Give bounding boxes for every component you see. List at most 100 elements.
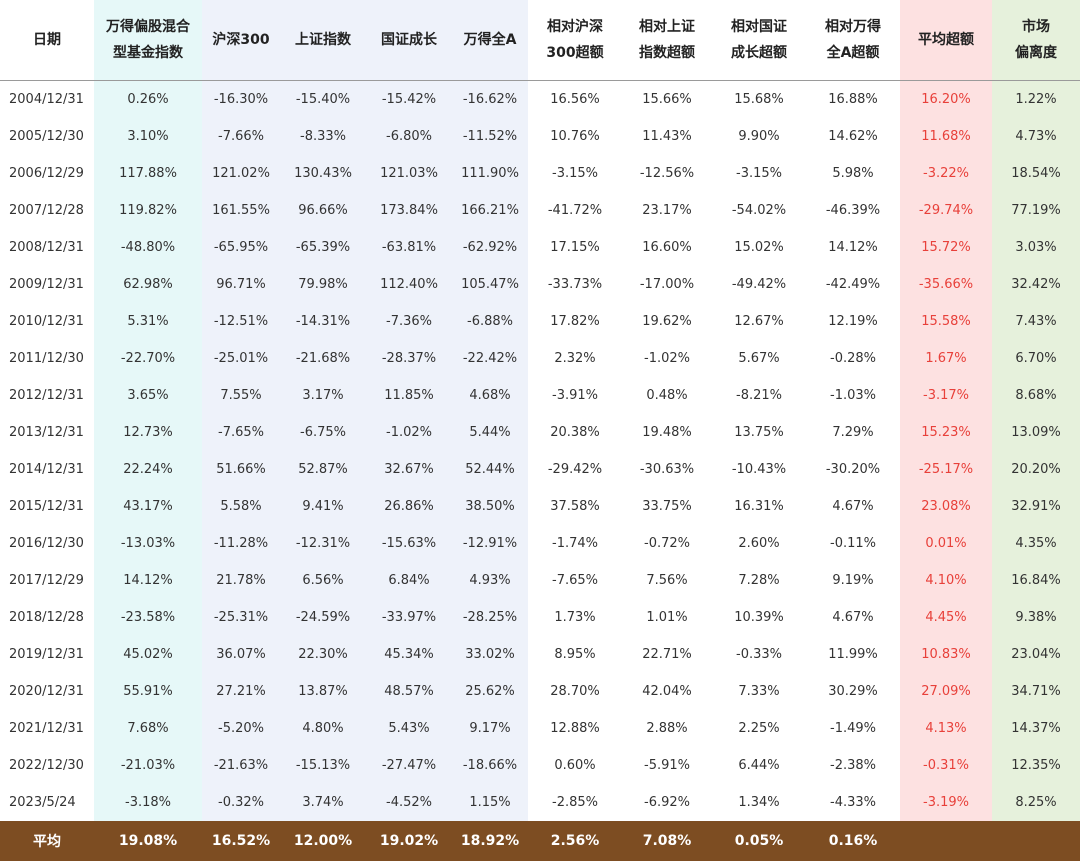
cell-excess-wind-all-a: -0.28%: [830, 351, 876, 366]
cell-market-deviation: 1.22%: [992, 80, 1080, 118]
cell-date: 2006/12/29: [9, 166, 84, 181]
cell-excess-csi300: 10.76%: [550, 129, 600, 144]
header-label: 日期: [33, 32, 61, 48]
cell-date: 2018/12/28: [9, 610, 84, 625]
cell-avg-excess: 4.13%: [900, 710, 992, 747]
cell-csi300: -7.66%: [202, 118, 280, 155]
cell-cn-growth: -1.02%: [366, 414, 452, 451]
cell-wind-all-a: 105.47%: [452, 266, 528, 303]
cell-excess-sse: 19.62%: [642, 314, 692, 329]
cell-fund-index: 55.91%: [94, 673, 202, 710]
cell-cn-growth: -63.81%: [366, 229, 452, 266]
header-excess-wind-all-a: 相对万得 全A超额: [806, 0, 900, 81]
cell-fund-index: -22.70%: [94, 340, 202, 377]
cell-wind-all-a: 5.44%: [452, 414, 528, 451]
cell-fund-index: 45.02%: [94, 636, 202, 673]
cell-excess-cn-growth: -8.21%: [736, 388, 782, 403]
cell-excess-wind-all-a: 9.19%: [832, 573, 874, 588]
cell-excess-wind-all-a: 7.29%: [832, 425, 874, 440]
cell-date: 2011/12/30: [9, 351, 84, 366]
cell-fund-index: 3.65%: [94, 377, 202, 414]
cell-excess-sse: -12.56%: [639, 166, 695, 181]
header-fund-index: 万得偏股混合 型基金指数: [94, 0, 202, 81]
cell-cn-growth: 6.84%: [366, 562, 452, 599]
cell-date: 2013/12/31: [9, 425, 84, 440]
cell-date: 2012/12/31: [9, 388, 84, 403]
cell-sse-index: 6.56%: [280, 562, 366, 599]
header-label: 相对沪深: [547, 19, 603, 35]
cell-csi300: -5.20%: [202, 710, 280, 747]
cell-fund-index: -13.03%: [94, 525, 202, 562]
cell-market-deviation: 32.42%: [992, 266, 1080, 303]
cell-excess-csi300: 17.15%: [550, 240, 600, 255]
total-csi300: 16.52%: [202, 821, 280, 861]
cell-fund-index: 5.31%: [94, 303, 202, 340]
total-fund-index: 19.08%: [94, 821, 202, 861]
cell-excess-sse: 11.43%: [642, 129, 692, 144]
cell-fund-index: 119.82%: [94, 192, 202, 229]
header-label: 全A超额: [826, 45, 880, 61]
header-row: 日期 万得偏股混合 型基金指数 沪深300 上证指数 国证成长 万得全A 相对沪深 300超额相…: [0, 0, 1080, 81]
cell-fund-index: 3.10%: [94, 118, 202, 155]
cell-sse-index: -15.13%: [280, 747, 366, 784]
cell-excess-sse: -1.02%: [644, 351, 690, 366]
cell-excess-cn-growth: 2.60%: [738, 536, 780, 551]
cell-excess-sse: 22.71%: [642, 647, 692, 662]
cell-csi300: -11.28%: [202, 525, 280, 562]
cell-excess-sse: 7.56%: [646, 573, 688, 588]
total-excess-sse: 7.08%: [622, 821, 712, 861]
cell-wind-all-a: 38.50%: [452, 488, 528, 525]
cell-cn-growth: -6.80%: [366, 118, 452, 155]
table-row: 2005/12/30 3.10% -7.66% -8.33% -6.80% -11.52%…: [0, 118, 1080, 155]
cell-date: 2016/12/30: [9, 536, 84, 551]
cell-excess-csi300: 8.95%: [554, 647, 596, 662]
total-excess-wind-all-a: 0.16%: [806, 821, 900, 861]
cell-date: 2014/12/31: [9, 462, 84, 477]
cell-avg-excess: -3.19%: [900, 784, 992, 821]
cell-excess-cn-growth: -3.15%: [736, 166, 782, 181]
cell-excess-csi300: -2.85%: [552, 795, 598, 810]
cell-excess-sse: 42.04%: [642, 684, 692, 699]
cell-excess-cn-growth: 1.34%: [738, 795, 780, 810]
cell-excess-wind-all-a: 16.88%: [828, 92, 878, 107]
cell-excess-sse: 2.88%: [646, 721, 688, 736]
cell-sse-index: 52.87%: [280, 451, 366, 488]
cell-excess-sse: 15.66%: [642, 92, 692, 107]
cell-sse-index: -21.68%: [280, 340, 366, 377]
table-row: 2012/12/31 3.65% 7.55% 3.17% 11.85% 4.68% -3.9…: [0, 377, 1080, 414]
cell-cn-growth: 5.43%: [366, 710, 452, 747]
cell-excess-csi300: -3.91%: [552, 388, 598, 403]
cell-wind-all-a: 4.93%: [452, 562, 528, 599]
cell-excess-sse: 33.75%: [642, 499, 692, 514]
table-row: 2023/5/24 -3.18% -0.32% 3.74% -4.52% 1.15% -2.…: [0, 784, 1080, 821]
cell-avg-excess: -3.22%: [900, 155, 992, 192]
cell-excess-cn-growth: 16.31%: [734, 499, 784, 514]
cell-fund-index: -48.80%: [94, 229, 202, 266]
cell-wind-all-a: -18.66%: [452, 747, 528, 784]
cell-avg-excess: 4.45%: [900, 599, 992, 636]
cell-csi300: 121.02%: [202, 155, 280, 192]
total-date: 平均: [0, 821, 94, 861]
cell-fund-index: 43.17%: [94, 488, 202, 525]
header-csi300: 沪深300: [202, 0, 280, 81]
cell-market-deviation: 8.68%: [992, 377, 1080, 414]
cell-wind-all-a: -12.91%: [452, 525, 528, 562]
cell-market-deviation: 8.25%: [992, 784, 1080, 821]
cell-market-deviation: 14.37%: [992, 710, 1080, 747]
cell-fund-index: 22.24%: [94, 451, 202, 488]
cell-excess-sse: -6.92%: [644, 795, 690, 810]
header-cn-growth: 国证成长: [366, 0, 452, 81]
cell-csi300: -21.63%: [202, 747, 280, 784]
cell-avg-excess: 1.67%: [900, 340, 992, 377]
cell-excess-wind-all-a: 11.99%: [828, 647, 878, 662]
cell-cn-growth: -28.37%: [366, 340, 452, 377]
cell-sse-index: -12.31%: [280, 525, 366, 562]
header-wind-all-a: 万得全A: [452, 0, 528, 81]
cell-sse-index: 79.98%: [280, 266, 366, 303]
cell-excess-sse: 1.01%: [646, 610, 688, 625]
header-market-deviation: 市场 偏离度: [992, 0, 1080, 81]
cell-wind-all-a: 9.17%: [452, 710, 528, 747]
cell-market-deviation: 4.73%: [992, 118, 1080, 155]
total-excess-csi300: 2.56%: [528, 821, 622, 861]
cell-excess-sse: 16.60%: [642, 240, 692, 255]
